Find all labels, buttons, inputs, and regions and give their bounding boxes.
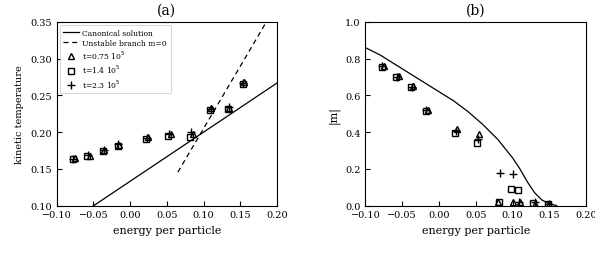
Unstable branch m=0 xyxy=(215,102,222,105)
Unstable branch m=0 xyxy=(196,133,203,136)
t=0.75 10$^5$ xyxy=(145,136,152,139)
Unstable branch m=0 xyxy=(225,85,232,88)
t=0.75 10$^5$ xyxy=(226,107,233,110)
t=0.75 10$^5$ xyxy=(86,154,93,157)
t=0.75 10$^5$ xyxy=(71,157,79,160)
Unstable branch m=0 xyxy=(186,150,193,153)
Unstable branch m=0 xyxy=(229,78,236,82)
Unstable branch m=0 xyxy=(199,130,206,133)
Unstable branch m=0 xyxy=(261,24,268,27)
Unstable branch m=0 xyxy=(243,54,250,57)
Line: t=0.75 10$^5$: t=0.75 10$^5$ xyxy=(72,80,247,161)
Line: t=1.4 10$^5$: t=1.4 10$^5$ xyxy=(70,82,246,163)
Unstable branch m=0 xyxy=(249,44,256,47)
t=1.4 10$^5$ xyxy=(206,109,213,112)
t=1.4 10$^5$ xyxy=(143,138,150,141)
Unstable branch m=0 xyxy=(248,47,255,51)
Unstable branch m=0 xyxy=(221,92,228,95)
Line: Unstable branch m=0: Unstable branch m=0 xyxy=(178,5,277,172)
t=2.3 10$^5$ xyxy=(187,131,195,134)
Unstable branch m=0 xyxy=(213,106,220,109)
t=2.3 10$^5$ xyxy=(70,157,77,161)
Line: t=2.3 10$^5$: t=2.3 10$^5$ xyxy=(70,80,247,163)
Y-axis label: kinetic temperature: kinetic temperature xyxy=(15,65,24,164)
t=2.3 10$^5$ xyxy=(165,133,173,136)
t=1.4 10$^5$ xyxy=(84,155,91,158)
Unstable branch m=0 xyxy=(274,3,281,6)
t=0.75 10$^5$ xyxy=(115,144,123,147)
Unstable branch m=0 xyxy=(258,30,265,34)
Unstable branch m=0 xyxy=(251,41,258,44)
Unstable branch m=0 xyxy=(195,137,202,140)
Unstable branch m=0 xyxy=(184,154,192,157)
Unstable branch m=0 xyxy=(264,20,271,23)
t=1.4 10$^5$ xyxy=(69,158,76,161)
Unstable branch m=0 xyxy=(219,96,226,99)
Unstable branch m=0 xyxy=(183,157,190,160)
t=2.3 10$^5$ xyxy=(84,154,92,157)
Unstable branch m=0 xyxy=(259,27,267,30)
Unstable branch m=0 xyxy=(176,167,183,170)
t=1.4 10$^5$ xyxy=(165,135,172,138)
t=0.75 10$^5$ xyxy=(240,81,248,84)
Unstable branch m=0 xyxy=(227,82,234,85)
Unstable branch m=0 xyxy=(233,72,240,75)
X-axis label: energy per particle: energy per particle xyxy=(422,225,530,235)
Unstable branch m=0 xyxy=(209,113,216,116)
t=2.3 10$^5$ xyxy=(143,137,151,140)
Unstable branch m=0 xyxy=(205,120,212,123)
Unstable branch m=0 xyxy=(190,144,198,147)
Unstable branch m=0 xyxy=(174,171,181,174)
t=1.4 10$^5$ xyxy=(239,84,246,87)
Unstable branch m=0 xyxy=(255,34,262,37)
Unstable branch m=0 xyxy=(235,68,242,71)
Unstable branch m=0 xyxy=(270,10,277,13)
Title: (a): (a) xyxy=(157,4,176,18)
t=2.3 10$^5$ xyxy=(208,108,215,111)
t=2.3 10$^5$ xyxy=(100,149,107,152)
Unstable branch m=0 xyxy=(189,147,196,150)
t=0.75 10$^5$ xyxy=(167,133,174,136)
t=0.75 10$^5$ xyxy=(189,133,196,136)
Unstable branch m=0 xyxy=(223,89,230,92)
t=1.4 10$^5$ xyxy=(99,150,107,153)
Unstable branch m=0 xyxy=(253,37,261,40)
Unstable branch m=0 xyxy=(211,109,218,112)
Unstable branch m=0 xyxy=(231,75,238,78)
Unstable branch m=0 xyxy=(180,161,187,164)
Unstable branch m=0 xyxy=(201,126,208,130)
t=0.75 10$^5$ xyxy=(208,107,215,110)
X-axis label: energy per particle: energy per particle xyxy=(112,225,221,235)
Unstable branch m=0 xyxy=(178,164,186,167)
Legend: Canonical solution, Unstable branch m=0, t=0.75 10$^5$, t=1.4 10$^5$, t=2.3 10$^: Canonical solution, Unstable branch m=0,… xyxy=(60,26,171,94)
Unstable branch m=0 xyxy=(265,17,273,20)
t=2.3 10$^5$ xyxy=(240,82,247,85)
t=1.4 10$^5$ xyxy=(224,108,231,112)
Unstable branch m=0 xyxy=(271,6,278,9)
t=2.3 10$^5$ xyxy=(225,106,232,109)
t=0.75 10$^5$ xyxy=(101,149,108,152)
Unstable branch m=0 xyxy=(217,99,224,102)
Unstable branch m=0 xyxy=(245,51,252,54)
t=2.3 10$^5$ xyxy=(115,143,122,146)
Unstable branch m=0 xyxy=(203,123,210,126)
Unstable branch m=0 xyxy=(239,61,246,64)
Unstable branch m=0 xyxy=(241,58,248,61)
t=1.4 10$^5$ xyxy=(114,145,121,148)
t=1.4 10$^5$ xyxy=(187,136,194,139)
Title: (b): (b) xyxy=(466,4,486,18)
Y-axis label: |m|: |m| xyxy=(328,105,340,123)
Unstable branch m=0 xyxy=(237,65,245,68)
Unstable branch m=0 xyxy=(193,140,200,143)
Unstable branch m=0 xyxy=(206,116,214,119)
Unstable branch m=0 xyxy=(268,13,275,16)
